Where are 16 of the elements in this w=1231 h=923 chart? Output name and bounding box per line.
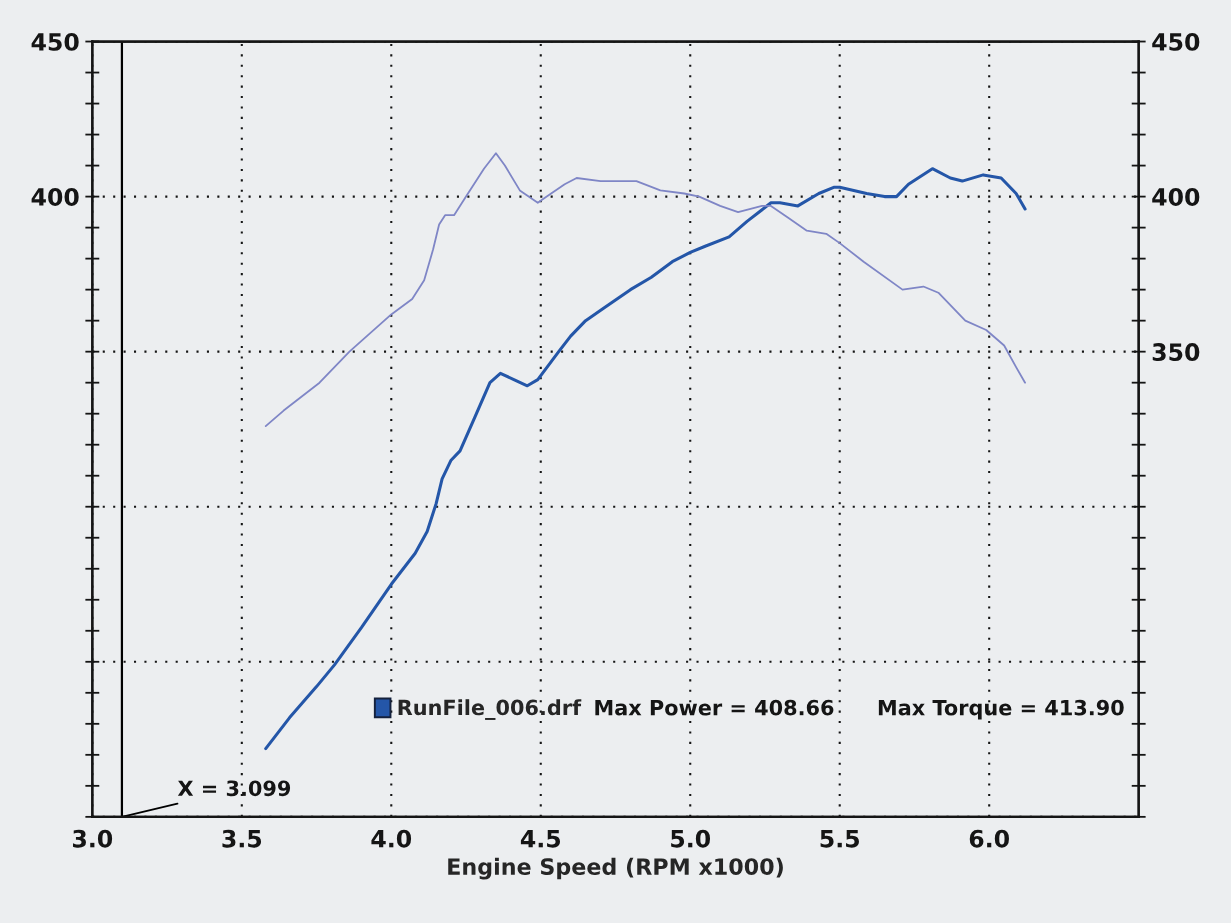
annotation: Max Torque = 413.90 — [878, 699, 1124, 720]
legend-label: RunFile_006.drf — [398, 699, 582, 720]
x-tick-label: 3.5 — [222, 829, 262, 848]
y2-tick-label: 450 — [1152, 32, 1200, 51]
x-tick-label: 3.0 — [72, 829, 113, 848]
annotation: Max Power = 408.66 — [595, 699, 834, 716]
y2-tick-label: 350 — [1152, 343, 1200, 361]
x-tick-label: 5.5 — [820, 830, 859, 848]
x-tick-label: 5.0 — [671, 829, 711, 848]
x-tick-label: 6.0 — [969, 829, 1009, 848]
ref-line-label: X = 3.099 — [177, 780, 291, 797]
x-tick-label: 4.0 — [371, 829, 412, 848]
x-tick-label: 4.5 — [520, 830, 561, 848]
line-series — [264, 152, 1026, 427]
x-axis-title: Engine Speed (RPM x1000) — [448, 857, 783, 880]
y2-tick-label: 400 — [1152, 188, 1200, 206]
